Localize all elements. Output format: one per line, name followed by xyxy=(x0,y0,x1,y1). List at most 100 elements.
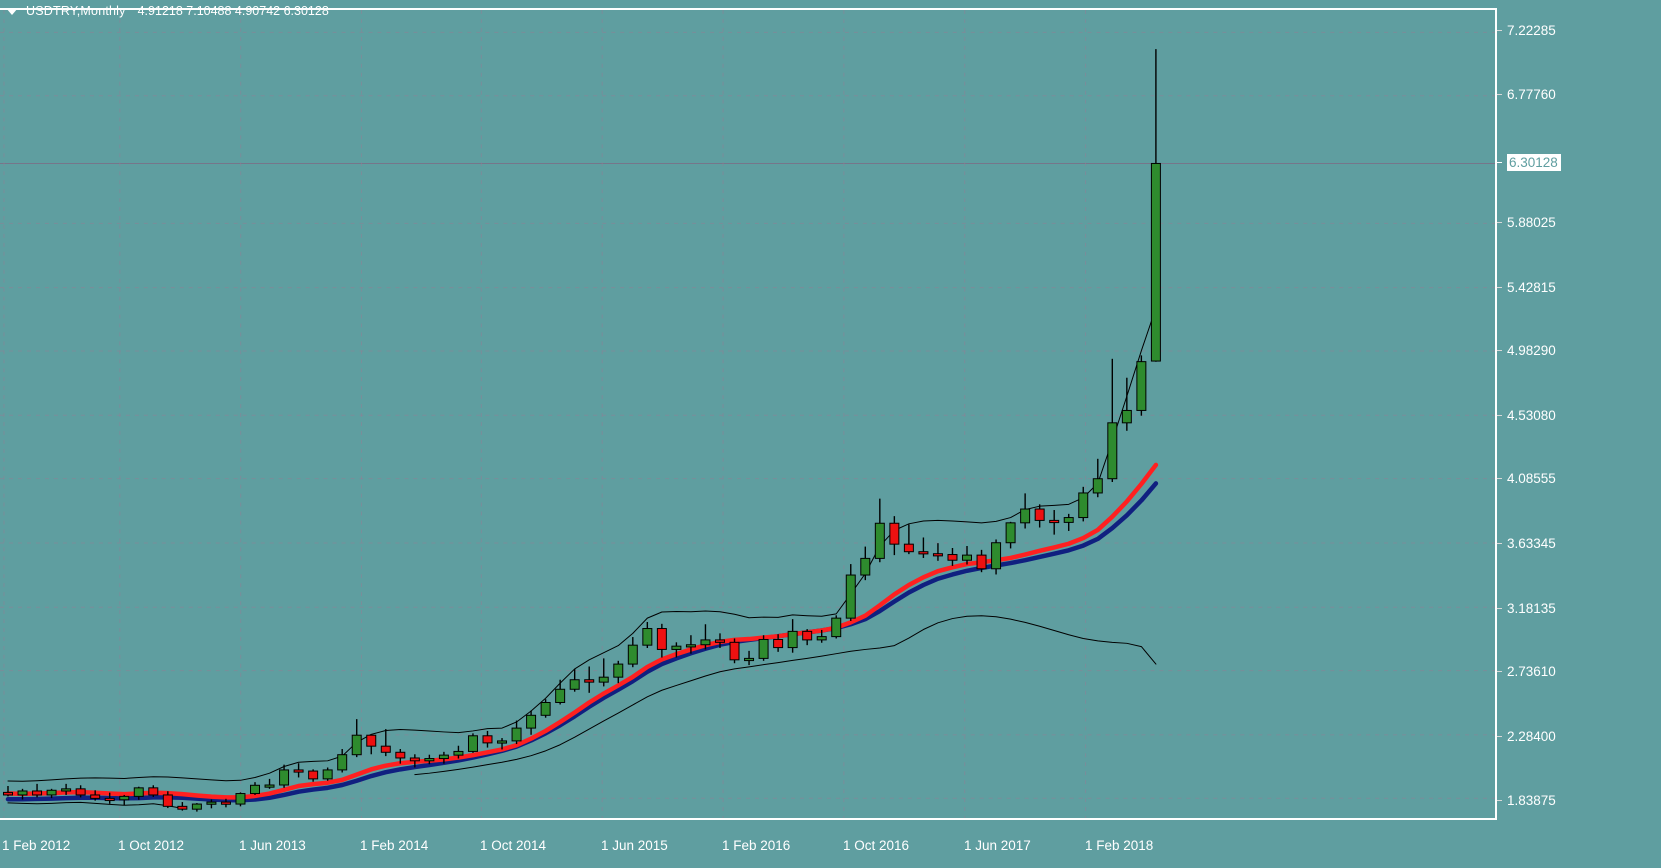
price-tick-text: 4.08555 xyxy=(1507,471,1556,487)
candlestick xyxy=(453,745,464,759)
time-tick-label: 1 Oct 2016 xyxy=(843,838,910,853)
candle-body-bullish xyxy=(424,758,435,762)
candle-body-bearish xyxy=(656,628,667,650)
candlestick xyxy=(962,546,972,565)
candlestick xyxy=(467,733,478,753)
candlestick xyxy=(816,629,827,643)
price-tick-text: 6.77760 xyxy=(1507,86,1556,102)
candle-body-bearish xyxy=(90,794,101,799)
price-tick-label: 6.77760 xyxy=(1497,86,1556,102)
candle-body-bearish xyxy=(903,543,914,553)
price-tick-mark xyxy=(1497,286,1502,288)
price-tick-text: 2.28400 xyxy=(1507,729,1556,744)
candle-body-bullish xyxy=(250,784,261,795)
candle-body-bullish xyxy=(467,735,478,752)
price-axis[interactable]: 7.22285 6.77760 6.30128 5.88025 5.42815 4.982… xyxy=(1497,8,1661,820)
price-tick-text: 4.53080 xyxy=(1507,407,1556,423)
candlestick xyxy=(569,668,580,692)
candlestick xyxy=(526,710,537,735)
candle-body-bullish xyxy=(235,793,246,805)
candlestick xyxy=(32,783,43,798)
moving-average-slow-line xyxy=(5,481,1159,803)
candle-body-bullish xyxy=(758,638,769,659)
time-tick-label: 1 Feb 2016 xyxy=(722,838,791,853)
candlestick xyxy=(322,767,333,781)
candle-body-bullish xyxy=(191,803,202,810)
candlestick xyxy=(409,754,420,768)
candlestick xyxy=(264,778,275,789)
candlestick xyxy=(627,637,638,668)
candle-body-bullish xyxy=(46,789,57,796)
chart-gridlines xyxy=(0,10,1495,818)
candlestick xyxy=(918,537,929,558)
candlestick xyxy=(17,788,28,800)
price-tick-mark xyxy=(1497,736,1502,737)
candle-body-bearish xyxy=(802,630,813,641)
candlestick xyxy=(685,635,696,654)
candlestick xyxy=(831,615,842,639)
price-tick-text: 6.30128 xyxy=(1507,153,1561,171)
chart-plot-area[interactable] xyxy=(0,8,1497,820)
price-tick-label: 4.08555 xyxy=(1497,471,1556,487)
bollinger-lower-band xyxy=(414,615,1157,776)
time-tick-label: 1 Jun 2013 xyxy=(239,838,306,853)
candlestick xyxy=(1092,458,1103,498)
time-tick-label: 1 Feb 2018 xyxy=(1085,838,1154,853)
candlestick xyxy=(1034,504,1045,528)
candle-body-bearish xyxy=(1049,519,1060,524)
price-tick-mark xyxy=(1497,799,1502,801)
time-axis[interactable]: 1 Feb 2012 1 Oct 2012 1 Jun 2013 1 Feb 2014… xyxy=(0,822,1497,868)
candle-body-bullish xyxy=(1092,478,1103,494)
candle-body-bullish xyxy=(540,701,551,716)
price-tick-text: 7.22285 xyxy=(1507,22,1556,38)
price-tick-text: 3.63345 xyxy=(1507,536,1556,552)
candlestick xyxy=(773,634,784,652)
candlestick xyxy=(744,650,755,666)
candle-body-bullish xyxy=(700,639,711,646)
price-tick-text: 2.73610 xyxy=(1507,664,1556,680)
candle-body-bullish xyxy=(206,801,217,805)
price-tick-label: 4.98290 xyxy=(1497,343,1556,359)
candlestick xyxy=(206,799,217,809)
candlestick xyxy=(75,785,86,798)
candlestick xyxy=(540,699,551,718)
candlestick xyxy=(555,679,566,705)
candlestick xyxy=(874,498,885,563)
candlestick xyxy=(1020,493,1031,529)
candlestick xyxy=(511,720,522,745)
candle-body-bullish xyxy=(322,769,333,780)
candlestick xyxy=(90,790,101,801)
candle-body-bearish xyxy=(177,805,188,810)
time-tick-label: 1 Jun 2015 xyxy=(601,838,668,853)
candlestick xyxy=(250,782,261,795)
candle-body-bearish xyxy=(773,638,784,649)
candle-body-bullish xyxy=(119,795,130,801)
candle-body-bearish xyxy=(32,790,43,796)
candle-body-bearish xyxy=(2,791,13,796)
time-tick-label: 1 Oct 2012 xyxy=(118,838,185,853)
candle-body-bullish xyxy=(1136,361,1147,411)
candlestick xyxy=(235,792,246,807)
candle-body-bearish xyxy=(148,787,159,796)
candlestick xyxy=(119,794,130,806)
price-tick-mark xyxy=(1497,350,1502,352)
candlestick xyxy=(424,754,435,765)
price-tick-label: 3.18135 xyxy=(1497,600,1556,616)
time-tick-label: 1 Feb 2012 xyxy=(2,838,71,853)
price-tick-label: 7.22285 xyxy=(1497,22,1556,38)
candlestick xyxy=(366,734,377,755)
candle-body-bullish xyxy=(337,754,348,771)
candle-body-bearish xyxy=(220,801,231,805)
candle-body-bearish xyxy=(918,551,929,555)
candlestick xyxy=(104,792,115,804)
candlestick xyxy=(700,624,711,650)
candle-body-bearish xyxy=(366,734,377,747)
candle-body-bearish xyxy=(380,745,391,753)
candle-body-bearish xyxy=(104,797,115,802)
candle-body-bearish xyxy=(729,641,740,661)
candle-body-bullish xyxy=(991,542,1002,570)
candlestick xyxy=(438,751,449,764)
candlestick xyxy=(991,539,1002,575)
candle-body-bearish xyxy=(308,770,319,780)
candlestick xyxy=(642,621,653,649)
